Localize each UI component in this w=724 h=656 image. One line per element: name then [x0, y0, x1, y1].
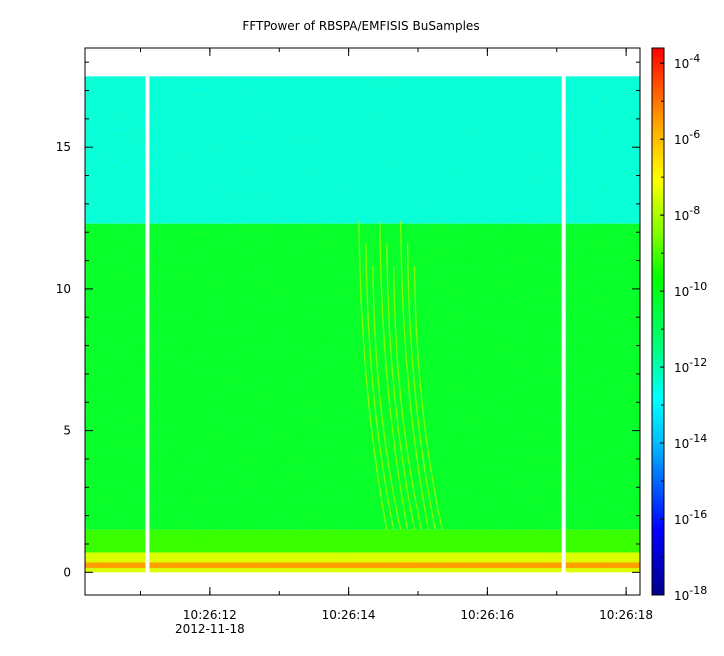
colorbar-tick-label: 10-10 — [674, 280, 707, 299]
data-gap — [561, 76, 566, 595]
x-tick-label: 10:26:14 — [322, 608, 376, 622]
chorus-trace — [372, 266, 402, 530]
colorbar-tick-label: 10-6 — [674, 128, 700, 147]
x-tick-label: 10:26:18 — [599, 608, 653, 622]
x-axis-date-label: 2012-11-18 — [175, 622, 245, 636]
colorbar-tick-label: 10-12 — [674, 356, 707, 375]
colorbar-tick-label: 10-4 — [674, 52, 700, 71]
data-gaps — [145, 76, 566, 595]
y-tick-label: 10 — [56, 282, 71, 296]
x-tick-label: 10:26:16 — [460, 608, 514, 622]
colorbar-tick-label: 10-16 — [674, 508, 707, 527]
plot-frame — [84, 47, 641, 596]
colorbar-tick-label: 10-8 — [674, 204, 700, 223]
chorus-trace — [379, 220, 409, 530]
chorus-trace — [413, 266, 443, 530]
x-axis: 10:26:12 10:26:14 10:26:16 10:26:18 — [140, 48, 653, 622]
chorus-trace — [386, 243, 416, 530]
colorbar-gradient — [651, 47, 665, 596]
chorus-emission-features — [358, 220, 443, 530]
data-gap — [145, 76, 150, 595]
chorus-trace — [400, 220, 430, 530]
colorbar-tick-label: 10-14 — [674, 432, 707, 451]
chorus-trace — [358, 220, 388, 530]
y-axis: 0 5 10 15 — [56, 61, 640, 579]
colorbar-ticks: 10-4 10-6 10-8 10-10 10-12 10-14 10-16 10-18 — [660, 52, 707, 603]
chart-title: FFTPower of RBSPA/EMFISIS BuSamples — [242, 19, 479, 33]
chorus-trace — [406, 243, 436, 530]
x-tick-label: 10:26:12 — [183, 608, 237, 622]
colorbar-tick-label: 10-18 — [674, 584, 707, 603]
chorus-trace — [365, 243, 395, 530]
y-tick-label: 5 — [63, 424, 71, 438]
chorus-trace — [393, 266, 423, 530]
colorbar: 10-4 10-6 10-8 10-10 10-12 10-14 10-16 10-18 — [651, 47, 707, 603]
y-tick-label: 15 — [56, 140, 71, 154]
plot-area — [85, 48, 640, 595]
y-tick-label: 0 — [63, 565, 71, 579]
